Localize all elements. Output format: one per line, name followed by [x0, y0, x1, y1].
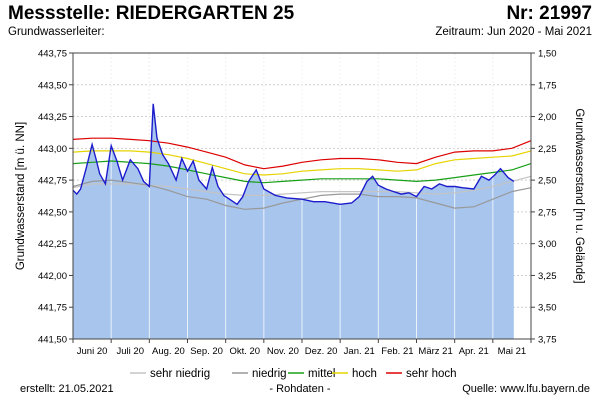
y-right-tick-label: 2,00 [538, 112, 557, 123]
aquifer-label: Grundwasserleiter: [8, 26, 105, 38]
y-right-tick-label: 3,25 [538, 271, 557, 282]
y-tick-label: 443,50 [38, 80, 67, 91]
x-tick-label: Juni 20 [77, 346, 108, 357]
legend-label: sehr hoch [406, 368, 457, 380]
x-tick-label: Aug. 20 [152, 346, 185, 357]
y-axis-right: 1,50 1,75 2,00 2,25 2,50 2,75 3,00 3,25 3,50 3,75 [531, 49, 557, 346]
y-right-tick-label: 1,75 [538, 80, 557, 91]
y-tick-label: 442,50 [38, 207, 67, 218]
series-line-hoch [72, 150, 532, 176]
y-right-tick-label: 3,00 [538, 239, 557, 250]
measured-line [72, 103, 515, 206]
series-line-sehr-hoch [72, 137, 532, 170]
x-tick-label: Jan. 21 [344, 346, 375, 357]
y-right-tick-label: 3,50 [538, 303, 557, 314]
x-tick-label: Dez. 20 [305, 346, 338, 357]
y-axis-left-label: Grundwasserstand [m ü. NN] [15, 122, 27, 270]
y-tick-label: 443,75 [38, 49, 67, 60]
y-tick-label: 441,75 [38, 303, 67, 314]
created-date: erstellt: 21.05.2021 [20, 383, 114, 395]
series-line-mittel [72, 160, 532, 184]
legend: sehr niedrig niedrig mittel hoch sehr hoch [130, 368, 457, 380]
y-axis-left: 443,75 443,50 443,25 443,00 442,75 442,50 442,… [38, 49, 73, 346]
station-number: Nr: 21997 [506, 3, 592, 24]
y-axis-right-label: Grundwasserstand [m u. Gelände] [573, 108, 585, 283]
y-tick-label: 442,00 [38, 271, 67, 282]
x-tick-label: Feb. 21 [381, 346, 413, 357]
y-right-tick-label: 2,25 [538, 144, 557, 155]
y-tick-label: 442,75 [38, 176, 67, 187]
x-tick-label: Apr. 21 [459, 346, 489, 357]
y-tick-label: 442,25 [38, 239, 67, 250]
y-tick-label: 443,00 [38, 144, 67, 155]
legend-label: mittel [308, 368, 335, 380]
y-right-tick-label: 2,75 [538, 207, 557, 218]
x-tick-label: Nov. 20 [267, 346, 299, 357]
x-axis: Juni 20 Juli 20 Aug. 20 Sep. 20 Okt. 20 Nov. … [72, 339, 532, 357]
x-tick-label: Mai 21 [498, 346, 527, 357]
x-tick-label: März 21 [418, 346, 452, 357]
legend-label: niedrig [252, 368, 287, 380]
page-title: Messstelle: RIEDERGARTEN 25 [8, 3, 295, 24]
y-tick-label: 443,25 [38, 112, 67, 123]
y-tick-label: 441,50 [38, 335, 67, 346]
legend-label: hoch [352, 368, 377, 380]
source-link[interactable]: Quelle: www.lfu.bayern.de [462, 383, 590, 395]
legend-label: sehr niedrig [150, 368, 210, 380]
y-right-tick-label: 2,50 [538, 176, 557, 187]
y-right-tick-label: 3,75 [538, 335, 557, 346]
raw-data-note: - Rohdaten - [269, 383, 331, 395]
x-tick-label: Okt. 20 [229, 346, 260, 357]
period-label: Zeitraum: Jun 2020 - Mai 2021 [435, 26, 592, 38]
x-tick-label: Juli 20 [117, 346, 144, 357]
x-tick-label: Sep. 20 [190, 346, 223, 357]
y-right-tick-label: 1,50 [538, 49, 557, 60]
